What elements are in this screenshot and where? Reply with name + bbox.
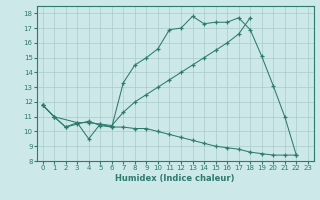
X-axis label: Humidex (Indice chaleur): Humidex (Indice chaleur): [116, 174, 235, 183]
